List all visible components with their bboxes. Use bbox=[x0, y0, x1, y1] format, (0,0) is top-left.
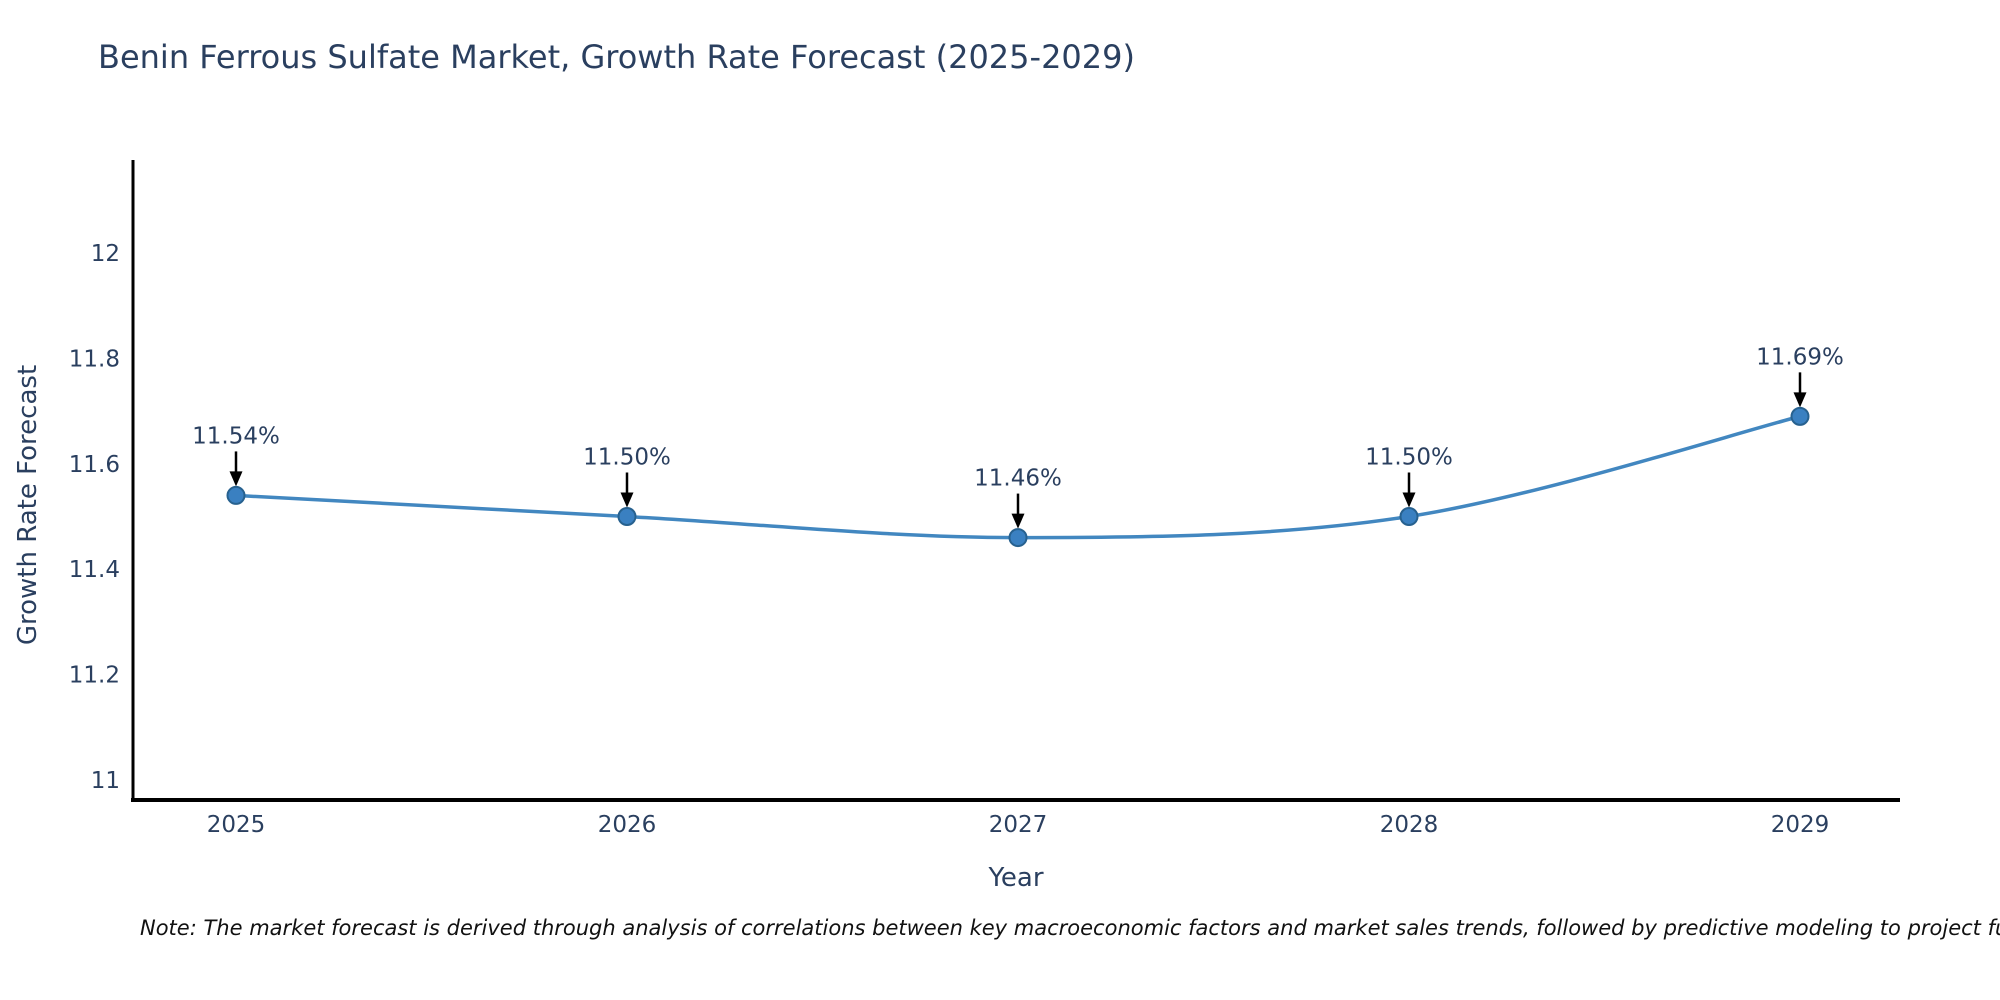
data-point-2029 bbox=[1790, 406, 1810, 426]
y-tick-label: 11.6 bbox=[69, 452, 120, 478]
annotation-arrowhead bbox=[620, 492, 634, 508]
x-axis-title: Year bbox=[988, 863, 1044, 893]
data-point-label: 11.54% bbox=[192, 423, 280, 449]
x-tick-label: 2028 bbox=[1380, 812, 1439, 838]
x-tick-label: 2029 bbox=[1771, 812, 1830, 838]
x-tick-label: 2027 bbox=[989, 812, 1048, 838]
data-point-2027 bbox=[1008, 528, 1028, 548]
x-tick-label: 2026 bbox=[598, 812, 657, 838]
annotation-arrowhead bbox=[1402, 492, 1416, 508]
annotation-arrowhead bbox=[1011, 513, 1025, 529]
data-point-2028 bbox=[1399, 507, 1419, 526]
x-tick-label: 2025 bbox=[207, 812, 266, 838]
y-tick-label: 11.2 bbox=[69, 663, 120, 689]
annotation-arrowhead bbox=[229, 471, 243, 487]
data-point-label: 11.46% bbox=[974, 466, 1062, 492]
y-tick-label: 11 bbox=[91, 768, 120, 794]
y-tick-label: 12 bbox=[91, 241, 120, 267]
y-tick-label: 11.4 bbox=[69, 557, 120, 583]
data-point-label: 11.50% bbox=[583, 445, 671, 471]
data-point-2025 bbox=[226, 485, 246, 505]
y-tick-label: 11.8 bbox=[69, 346, 120, 372]
chart-title: Benin Ferrous Sulfate Market, Growth Rat… bbox=[98, 38, 1135, 76]
data-point-label: 11.69% bbox=[1756, 344, 1844, 370]
data-point-label: 11.50% bbox=[1365, 445, 1453, 471]
annotation-arrowhead bbox=[1793, 392, 1807, 408]
data-point-2026 bbox=[617, 507, 637, 526]
footnote: Note: The market forecast is derived thr… bbox=[140, 916, 2000, 940]
